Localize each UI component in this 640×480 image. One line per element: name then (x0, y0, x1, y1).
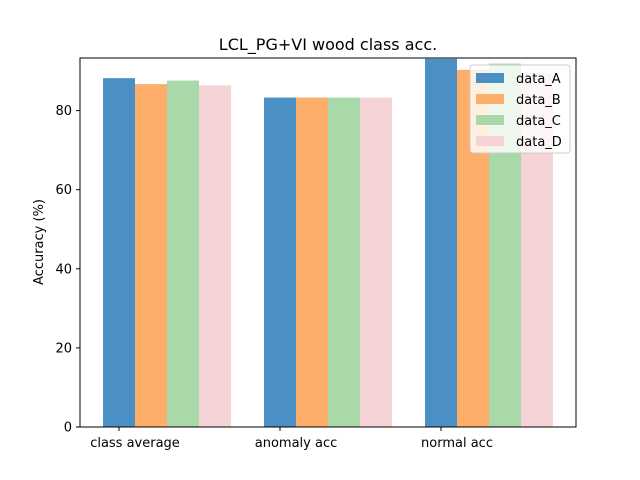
chart-title: LCL_PG+VI wood class acc. (219, 35, 437, 55)
bar-data_A-1 (264, 97, 296, 428)
bars-group (103, 58, 553, 428)
bar-data_A-0 (103, 78, 135, 428)
y-axis-label: Accuracy (%) (32, 199, 47, 285)
plot-frame (79, 57, 577, 428)
y-tick-label-1: 20 (55, 341, 72, 356)
legend-swatch-data_B (476, 94, 504, 104)
legend-swatch-data_D (476, 136, 504, 146)
bar-data_C-1 (328, 97, 360, 428)
legend-label-data_C: data_C (516, 114, 561, 129)
y-tick-label-2: 40 (55, 262, 72, 277)
y-tick-label-3: 60 (55, 183, 72, 198)
legend-swatch-data_A (476, 73, 504, 83)
bar-data_A-2 (425, 58, 457, 428)
legend-label-data_A: data_A (516, 72, 561, 87)
legend-label-data_D: data_D (516, 135, 562, 150)
bar-data_D-0 (199, 85, 231, 427)
axes-group: 0 20 40 60 80 class average anomaly acc normal … (55, 57, 577, 451)
bar-data_C-0 (167, 80, 199, 428)
bar-data_D-1 (360, 97, 392, 428)
y-tick-label-4: 80 (55, 104, 72, 119)
legend: data_A data_B data_C data_D (469, 64, 571, 154)
bar-data_B-1 (296, 97, 328, 428)
bar-data_B-0 (135, 84, 167, 427)
y-tick-label-0: 0 (64, 421, 72, 436)
x-tick-label-2: normal acc (421, 436, 493, 451)
legend-box (469, 64, 571, 154)
x-tick-label-1: anomaly acc (255, 436, 338, 451)
x-tick-label-0: class average (90, 436, 180, 451)
legend-swatch-data_C (476, 115, 504, 125)
legend-label-data_B: data_B (516, 93, 561, 108)
